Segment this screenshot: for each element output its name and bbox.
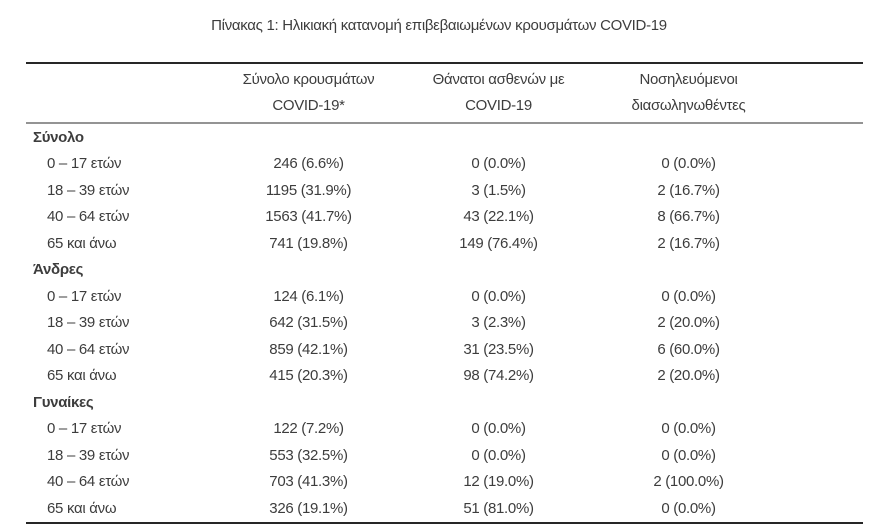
data-row: 65 και άνω 415 (20.3%) 98 (74.2%) 2 (20.0%) [26, 363, 863, 390]
age-group-label: 40 – 64 ετών [47, 473, 130, 491]
trailing-spacer-cell [786, 469, 863, 496]
cell-value: 1563 (41.7%) [265, 208, 352, 226]
section-label: Άνδρες [33, 261, 84, 279]
header-intubated-line1: Νοσηλευόμενοι [639, 71, 738, 88]
cell-value: 8 (66.7%) [657, 208, 720, 226]
cell-value: 703 (41.3%) [269, 473, 348, 491]
data-row: 18 – 39 ετών 642 (31.5%) 3 (2.3%) 2 (20.0%) [26, 310, 863, 337]
trailing-spacer-cell [786, 416, 863, 443]
trailing-spacer-cell [786, 495, 863, 523]
table-title: Πίνακας 1: Ηλικιακή κατανομή επιβεβαιωμέ… [211, 17, 667, 34]
cell-value: 6 (60.0%) [657, 340, 720, 358]
data-row: 18 – 39 ετών 1195 (31.9%) 3 (1.5%) 2 (16.7%… [26, 177, 863, 204]
trailing-spacer-cell [786, 230, 863, 257]
covid-age-distribution-table: Σύνολο κρουσμάτων COVID-19* Θάνατοι ασθε… [26, 62, 863, 524]
trailing-spacer-cell [786, 363, 863, 390]
age-group-label: 65 και άνω [47, 234, 117, 252]
cell-value: 0 (0.0%) [661, 446, 716, 464]
section-label: Σύνολο [33, 128, 84, 146]
data-row: 0 – 17 ετών 122 (7.2%) 0 (0.0%) 0 (0.0%) [26, 416, 863, 443]
header-total-cases-line1: Σύνολο κρουσμάτων [242, 71, 375, 88]
header-trailing-spacer [786, 63, 863, 124]
cell-value: 0 (0.0%) [661, 287, 716, 305]
section-row: Γυναίκες [26, 389, 863, 416]
age-group-label: 18 – 39 ετών [47, 446, 130, 464]
data-row: 65 και άνω 326 (19.1%) 51 (81.0%) 0 (0.0%) [26, 495, 863, 523]
cell-value: 0 (0.0%) [661, 420, 716, 438]
header-intubated: Νοσηλευόμενοι διασωληνωθέντες [591, 63, 786, 124]
cell-value: 2 (20.0%) [657, 314, 720, 332]
header-deaths-line2: COVID-19 [465, 97, 532, 114]
age-group-label: 18 – 39 ετών [47, 181, 130, 199]
cell-value: 3 (1.5%) [471, 181, 526, 199]
section-row: Σύνολο [26, 123, 863, 151]
cell-value: 2 (100.0%) [653, 473, 724, 491]
cell-value: 43 (22.1%) [463, 208, 534, 226]
age-group-label: 40 – 64 ετών [47, 208, 130, 226]
age-group-label: 0 – 17 ετών [47, 420, 122, 438]
cell-value: 98 (74.2%) [463, 367, 534, 385]
section-label: Γυναίκες [33, 393, 94, 411]
data-row: 40 – 64 ετών 1563 (41.7%) 43 (22.1%) 8 (66.… [26, 204, 863, 231]
cell-value: 31 (23.5%) [463, 340, 534, 358]
cell-value: 642 (31.5%) [269, 314, 348, 332]
table-header: Σύνολο κρουσμάτων COVID-19* Θάνατοι ασθε… [26, 63, 863, 124]
header-intubated-line2: διασωληνωθέντες [631, 97, 746, 114]
cell-value: 0 (0.0%) [471, 420, 526, 438]
trailing-spacer-cell [786, 283, 863, 310]
cell-value: 859 (42.1%) [269, 340, 348, 358]
trailing-spacer-cell [786, 177, 863, 204]
age-group-label: 18 – 39 ετών [47, 314, 130, 332]
age-group-label: 65 και άνω [47, 499, 117, 517]
header-deaths: Θάνατοι ασθενών με COVID-19 [406, 63, 591, 124]
age-group-label: 0 – 17 ετών [47, 287, 122, 305]
header-row: Σύνολο κρουσμάτων COVID-19* Θάνατοι ασθε… [26, 63, 863, 124]
header-row-label-spacer [26, 63, 211, 124]
age-group-label: 0 – 17 ετών [47, 155, 122, 173]
header-deaths-line1: Θάνατοι ασθενών με [432, 71, 565, 88]
trailing-spacer-cell [786, 151, 863, 178]
cell-value: 326 (19.1%) [269, 499, 348, 517]
table-body: Σύνολο 0 – 17 ετών 246 (6.6%) 0 (0.0%) 0 (0.… [26, 123, 863, 523]
header-total-cases-line2: COVID-19* [272, 97, 345, 114]
data-row: 40 – 64 ετών 859 (42.1%) 31 (23.5%) 6 (60.0… [26, 336, 863, 363]
cell-value: 741 (19.8%) [269, 234, 348, 252]
cell-value: 0 (0.0%) [471, 446, 526, 464]
age-group-label: 65 και άνω [47, 367, 117, 385]
cell-value: 0 (0.0%) [471, 155, 526, 173]
trailing-spacer-cell [786, 336, 863, 363]
cell-value: 2 (16.7%) [657, 181, 720, 199]
trailing-spacer-cell [786, 442, 863, 469]
cell-value: 124 (6.1%) [273, 287, 344, 305]
data-row: 40 – 64 ετών 703 (41.3%) 12 (19.0%) 2 (100.… [26, 469, 863, 496]
header-total-cases: Σύνολο κρουσμάτων COVID-19* [211, 63, 406, 124]
data-row: 0 – 17 ετών 124 (6.1%) 0 (0.0%) 0 (0.0%) [26, 283, 863, 310]
cell-value: 0 (0.0%) [661, 499, 716, 517]
cell-value: 0 (0.0%) [661, 155, 716, 173]
cell-value: 122 (7.2%) [273, 420, 344, 438]
section-row: Άνδρες [26, 257, 863, 284]
cell-value: 149 (76.4%) [459, 234, 538, 252]
trailing-spacer-cell [786, 310, 863, 337]
age-group-label: 40 – 64 ετών [47, 340, 130, 358]
cell-value: 3 (2.3%) [471, 314, 526, 332]
data-row: 0 – 17 ετών 246 (6.6%) 0 (0.0%) 0 (0.0%) [26, 151, 863, 178]
cell-value: 1195 (31.9%) [265, 181, 352, 199]
cell-value: 0 (0.0%) [471, 287, 526, 305]
data-row: 18 – 39 ετών 553 (32.5%) 0 (0.0%) 0 (0.0%) [26, 442, 863, 469]
cell-value: 415 (20.3%) [269, 367, 348, 385]
cell-value: 12 (19.0%) [463, 473, 534, 491]
cell-value: 553 (32.5%) [269, 446, 348, 464]
cell-value: 51 (81.0%) [463, 499, 534, 517]
cell-value: 2 (16.7%) [657, 234, 720, 252]
trailing-spacer-cell [786, 204, 863, 231]
cell-value: 2 (20.0%) [657, 367, 720, 385]
data-row: 65 και άνω 741 (19.8%) 149 (76.4%) 2 (16.7%… [26, 230, 863, 257]
cell-value: 246 (6.6%) [273, 155, 344, 173]
